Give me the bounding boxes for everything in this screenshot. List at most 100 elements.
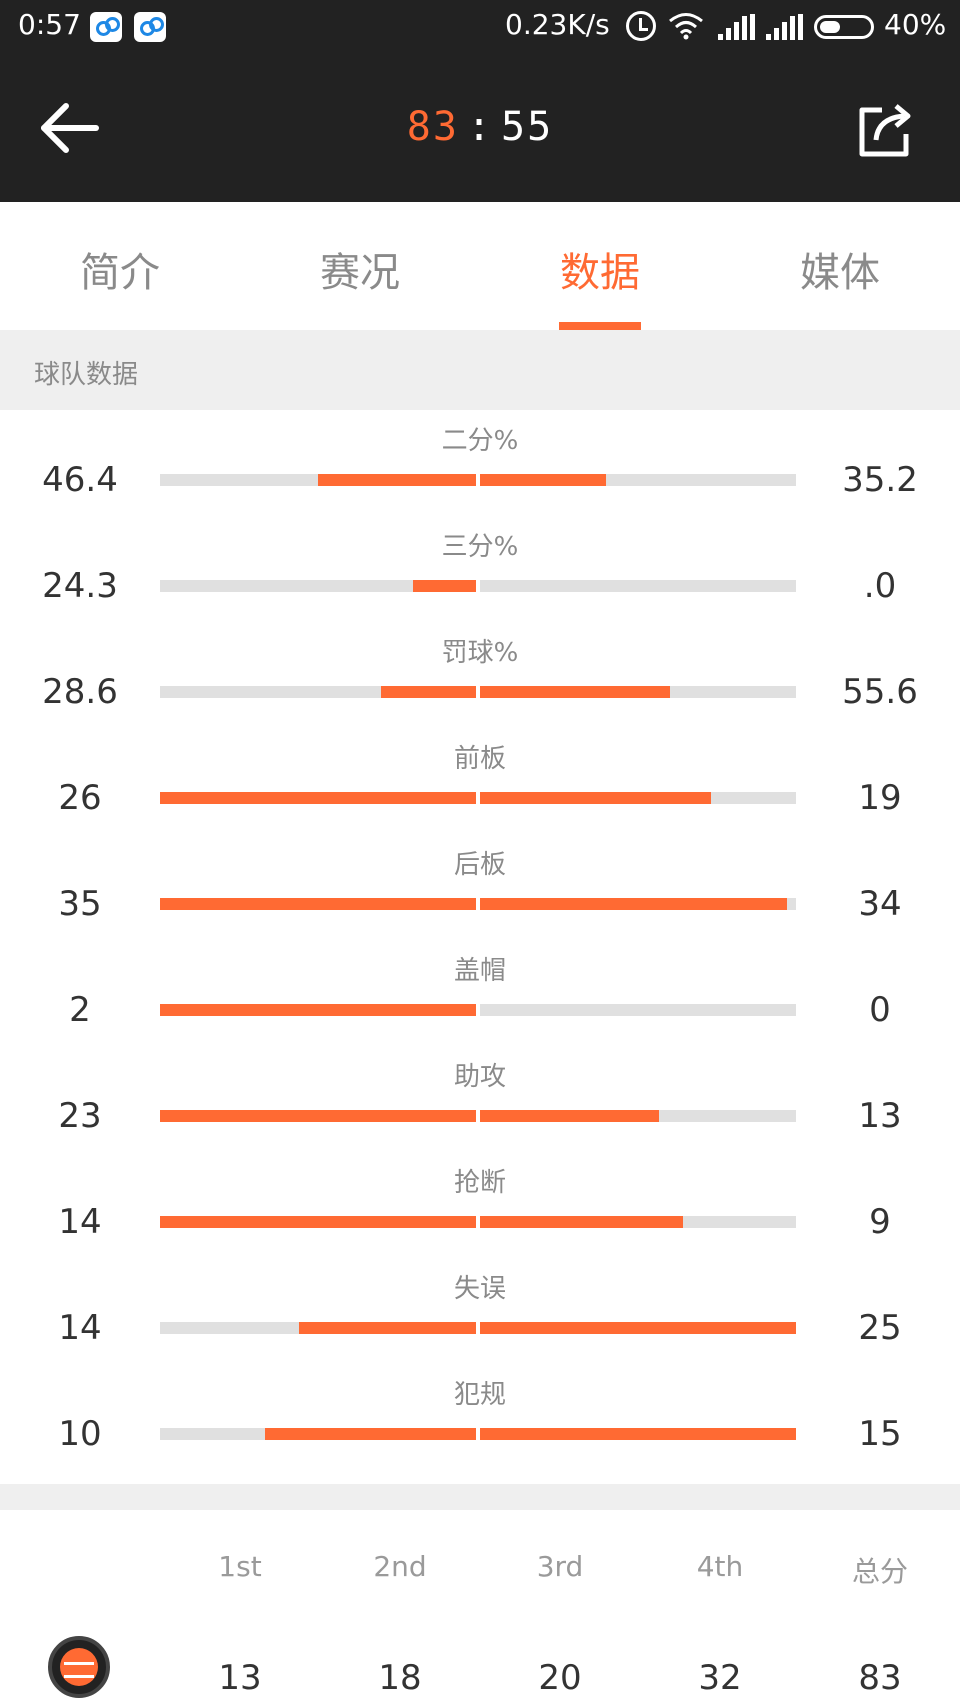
battery-percent: 40% xyxy=(884,8,947,41)
match-score: 83:55 xyxy=(0,104,960,150)
home-stat-bar xyxy=(160,1110,476,1122)
stat-row: 失误 14 25 xyxy=(0,1258,960,1364)
home-stat-bar xyxy=(160,1322,476,1334)
arrow-left-icon xyxy=(41,103,99,153)
home-stat-value: 14 xyxy=(58,1308,102,1348)
stat-row: 前板 26 19 xyxy=(0,728,960,834)
stat-label: 二分% xyxy=(441,426,519,456)
quarter-header: 2nd xyxy=(373,1550,427,1583)
away-stat-bar xyxy=(480,1216,796,1228)
away-stat-value: 0 xyxy=(869,990,891,1030)
home-stat-bar xyxy=(160,580,476,592)
home-stat-bar xyxy=(160,792,476,804)
away-stat-bar xyxy=(480,580,796,592)
share-button[interactable] xyxy=(856,100,916,160)
quarter-score-table: 1st 2nd 3rd 4th 总分 13 18 20 32 83 xyxy=(0,1510,960,1706)
quarter-score: 18 xyxy=(378,1658,422,1698)
away-stat-value: 15 xyxy=(858,1414,902,1454)
stat-row: 二分% 46.4 35.2 xyxy=(0,410,960,516)
away-stat-fill xyxy=(480,686,670,698)
signal-icon xyxy=(766,14,803,40)
home-stat-value: 28.6 xyxy=(42,672,118,712)
quarter-header: 4th xyxy=(696,1550,744,1583)
away-stat-bar xyxy=(480,474,796,486)
tab-media[interactable]: 媒体 xyxy=(800,250,880,296)
away-stat-fill xyxy=(480,792,711,804)
home-stat-value: 24.3 xyxy=(42,566,118,606)
stat-row: 助攻 23 13 xyxy=(0,1046,960,1152)
section-header: 球队数据 xyxy=(0,330,960,410)
signal-icon xyxy=(718,14,755,40)
home-stat-bar xyxy=(160,1216,476,1228)
stat-row: 盖帽 2 0 xyxy=(0,940,960,1046)
away-stat-bar xyxy=(480,1004,796,1016)
quarter-score: 13 xyxy=(218,1658,262,1698)
home-stat-bar xyxy=(160,686,476,698)
away-stat-bar xyxy=(480,686,796,698)
away-stat-value: 55.6 xyxy=(842,672,918,712)
away-stat-value: 19 xyxy=(858,778,902,818)
away-stat-value: 34 xyxy=(858,884,902,924)
away-stat-value: 13 xyxy=(858,1096,902,1136)
away-stat-bar xyxy=(480,898,796,910)
away-stat-value: .0 xyxy=(863,566,897,606)
stat-label: 三分% xyxy=(441,532,519,562)
home-stat-value: 35 xyxy=(58,884,102,924)
home-stat-fill xyxy=(413,580,476,592)
section-divider xyxy=(0,1484,960,1510)
tab-intro[interactable]: 简介 xyxy=(80,250,160,296)
stat-label: 罚球% xyxy=(441,638,519,668)
stat-label: 后板 xyxy=(453,850,506,880)
away-stat-fill xyxy=(480,1428,796,1440)
tab-bar: 简介 赛况 数据 媒体 xyxy=(0,202,960,330)
stat-row: 抢断 14 9 xyxy=(0,1152,960,1258)
stat-row: 罚球% 28.6 55.6 xyxy=(0,622,960,728)
home-score: 83 xyxy=(406,104,459,150)
away-stat-value: 25 xyxy=(858,1308,902,1348)
home-stat-value: 10 xyxy=(58,1414,102,1454)
quarter-header: 1st xyxy=(218,1550,262,1583)
away-stat-bar xyxy=(480,1428,796,1440)
active-tab-indicator xyxy=(559,322,641,330)
tab-live[interactable]: 赛况 xyxy=(320,250,400,296)
alarm-icon xyxy=(626,11,656,41)
home-stat-fill xyxy=(265,1428,476,1440)
back-button[interactable] xyxy=(36,98,102,158)
away-stat-value: 9 xyxy=(869,1202,891,1242)
stat-label: 助攻 xyxy=(453,1062,506,1092)
stat-label: 犯规 xyxy=(453,1380,506,1410)
status-bar: 0:57 0.23K/s 40% xyxy=(0,0,960,56)
home-stat-bar xyxy=(160,474,476,486)
away-stat-bar xyxy=(480,1322,796,1334)
score-separator: : xyxy=(466,104,494,150)
home-stat-fill xyxy=(160,1216,476,1228)
home-stat-fill xyxy=(160,1004,476,1016)
home-stat-fill xyxy=(160,898,476,910)
home-stat-bar xyxy=(160,898,476,910)
stat-row: 后板 35 34 xyxy=(0,834,960,940)
away-stat-value: 35.2 xyxy=(842,460,918,500)
quarter-score: 32 xyxy=(698,1658,742,1698)
home-stat-fill xyxy=(318,474,476,486)
team-stats-list: 二分% 46.4 35.2 三分% 24.3 .0 罚球% 28.6 55.6 前板 26 19 后板 3… xyxy=(0,410,960,1484)
away-stat-fill xyxy=(480,1216,683,1228)
home-stat-fill xyxy=(160,792,476,804)
wifi-icon xyxy=(669,13,703,40)
away-stat-fill xyxy=(480,474,606,486)
away-stat-bar xyxy=(480,1110,796,1122)
home-stat-fill xyxy=(160,1110,476,1122)
home-stat-value: 2 xyxy=(69,990,91,1030)
network-speed: 0.23K/s xyxy=(505,8,610,41)
home-stat-value: 46.4 xyxy=(42,460,118,500)
quarter-header: 3rd xyxy=(536,1550,584,1583)
home-stat-bar xyxy=(160,1428,476,1440)
baidu-cloud-icon xyxy=(134,12,166,42)
tab-data[interactable]: 数据 xyxy=(560,250,640,296)
away-stat-fill xyxy=(480,1110,659,1122)
baidu-cloud-icon xyxy=(90,12,122,42)
home-stat-value: 14 xyxy=(58,1202,102,1242)
away-stat-fill xyxy=(480,898,787,910)
away-stat-bar xyxy=(480,792,796,804)
team-logo-icon[interactable] xyxy=(48,1636,110,1698)
home-stat-value: 26 xyxy=(58,778,102,818)
